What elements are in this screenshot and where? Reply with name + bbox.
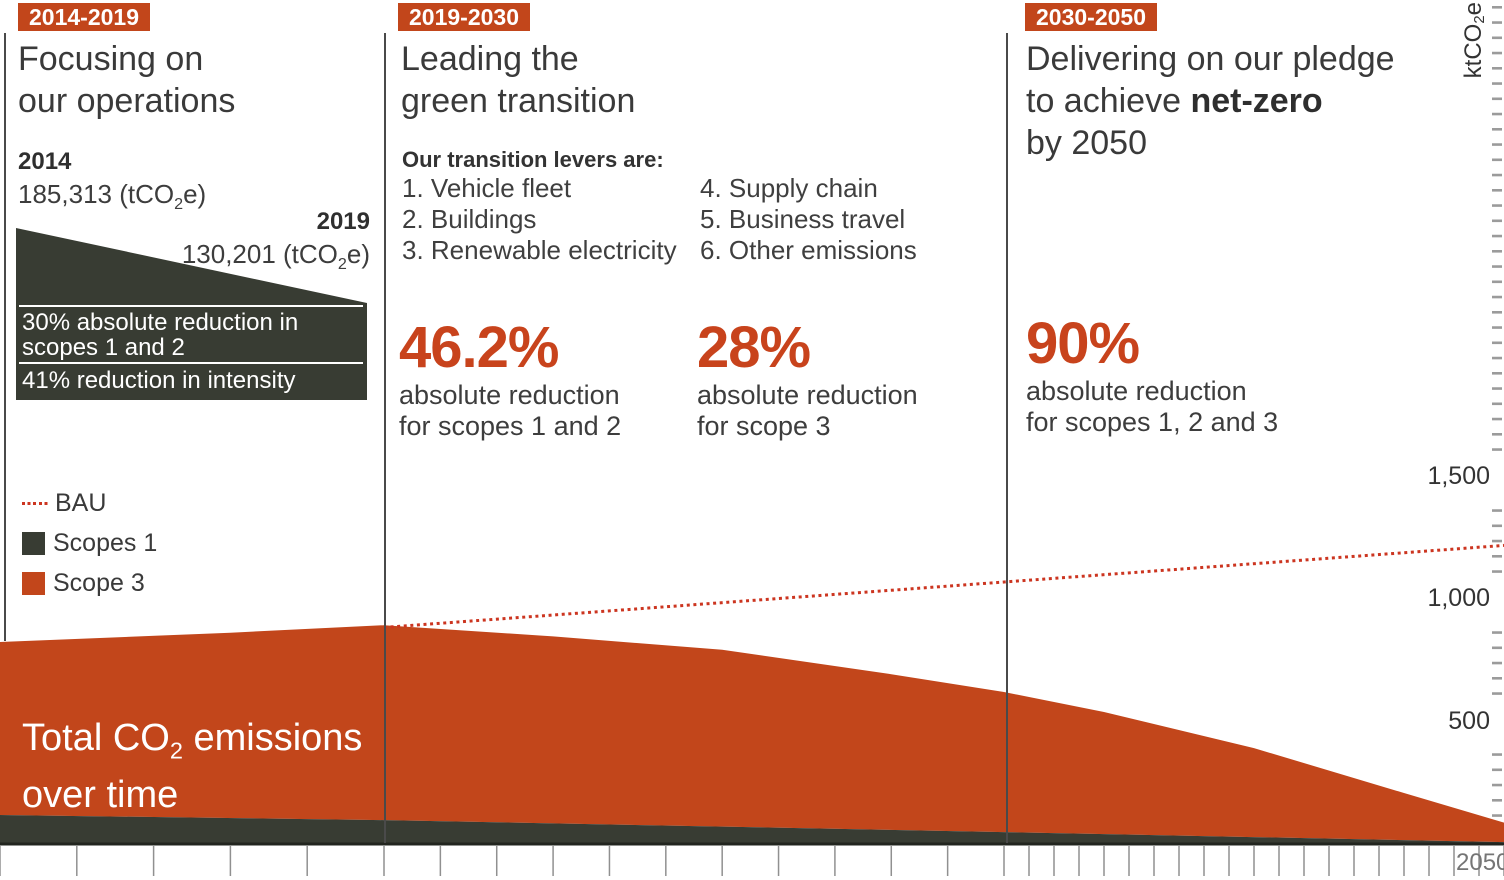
y-tick-1000: 1,000 [1427,584,1490,612]
value-2014: 185,313 (tCO2e) [18,179,206,214]
chart-title-post: emissions [182,717,363,759]
chart-title-sub: 2 [169,737,183,764]
chart-title-line2: over time [22,773,179,816]
panel3-title-line2: to achieve net-zero [1026,80,1395,122]
wedge-rule-2 [19,362,363,364]
panel3-title-line3: by 2050 [1026,124,1147,162]
stat-90: 90% absolute reduction for scopes 1, 2 a… [1026,312,1278,438]
stat-28-line2: for scope 3 [697,411,831,441]
badge-2014-2019: 2014-2019 [18,3,150,31]
chart-title-pre: Total CO [22,717,170,759]
panel2-title-line1: Leading the [401,40,579,78]
value-2014-post: e) [183,179,207,209]
stat-28-line1: absolute reduction [697,380,918,410]
y-tick-500: 500 [1448,707,1490,735]
y-tick-1500: 1,500 [1427,462,1490,490]
y-unit-post: e [1460,2,1487,16]
scopes1-swatch [22,531,45,555]
divider-left [4,33,6,641]
legend-label-scopes1: Scopes 1 [53,528,158,557]
badge-2030-2050: 2030-2050 [1025,3,1157,31]
stat-46-2-value: 46.2% [399,315,559,380]
stat-46-2-line1: absolute reduction [399,380,620,410]
divider-2019 [384,33,386,843]
chart-legend: BAU Scopes 1 Scope 3 [22,483,157,603]
legend-label-scope3: Scope 3 [53,568,145,597]
panel3-title-line2-pre: to achieve [1026,82,1191,120]
lever-other-emissions: 6. Other emissions [700,235,917,265]
lever-buildings: 2. Buildings [402,204,537,234]
wedge-stat1: 30% absolute reduction in scopes 1 and 2 [22,310,298,360]
wedge-stat2: 41% reduction in intensity [22,367,296,394]
lever-vehicle-fleet: 1. Vehicle fleet [402,173,572,203]
legend-label-bau: BAU [55,488,107,517]
value-2019: 130,201 (tCO2e) [120,239,370,274]
badge-2019-2030: 2019-2030 [398,3,530,31]
levers-heading: Our transition levers are: [402,147,664,172]
stat-46-2-line2: for scopes 1 and 2 [399,411,622,441]
scopes12-reduction-wedge-chart [16,228,367,400]
value-2014-main: 185,313 (tCO [18,179,175,209]
legend-item-bau: BAU [22,483,157,523]
bau-dotted-line-swatch [22,501,49,505]
chart-title: Total CO2 emissions over time [22,716,362,817]
scope3-swatch [22,571,45,595]
wedge-stat1-line2: scopes 1 and 2 [22,334,185,361]
divider-2030 [1006,33,1008,843]
panel3-title: Delivering on our pledge to achieve net-… [1026,38,1395,164]
value-2014-sub: 2 [174,195,184,214]
lever-renewable-electricity: 3. Renewable electricity [402,235,677,265]
levers-list-1: 1. Vehicle fleet 2. Buildings 3. Renewab… [402,173,677,266]
wedge-rule-1 [19,305,363,307]
panel3-title-line1: Delivering on our pledge [1026,40,1395,78]
chart-title-line1: Total CO2 emissions [22,716,362,773]
stat-46-2: 46.2% absolute reduction for scopes 1 an… [399,316,621,442]
levers-list-2: 4. Supply chain 5. Business travel 6. Ot… [700,173,917,266]
stat-28: 28% absolute reduction for scope 3 [697,316,918,442]
value-2019-main: 130,201 (tCO [181,239,338,269]
panel2-title-line2: green transition [401,82,636,120]
y-unit-sub: 2 [1471,15,1488,24]
x-tick-2050: 2050 [1456,849,1504,876]
y-axis-unit: ktCO2e [1460,2,1488,78]
value-2019-post: e) [346,239,370,269]
panel2-title: Leading the green transition [401,38,635,122]
panel3-netzero-text: net-zero [1190,82,1323,120]
legend-item-scope3: Scope 3 [22,563,157,603]
wedge-stat1-line1: 30% absolute reduction in [22,309,299,336]
value-2019-sub: 2 [337,255,347,274]
legend-item-scopes1: Scopes 1 [22,523,157,563]
panel1-title-line2: our operations [18,82,236,120]
year-2014-label: 2014 [18,148,72,175]
lever-business-travel: 5. Business travel [700,204,906,234]
stat-90-line2: for scopes 1, 2 and 3 [1026,407,1279,437]
stat-90-line1: absolute reduction [1026,376,1247,406]
stat-90-value: 90% [1026,311,1140,376]
stat-28-value: 28% [697,315,811,380]
panel1-title-line1: Focusing on [18,40,204,78]
year-2019-label: 2019 [316,208,370,235]
panel1-title: Focusing on our operations [18,38,235,122]
lever-supply-chain: 4. Supply chain [700,173,878,203]
y-unit-pre: ktCO [1460,23,1487,79]
